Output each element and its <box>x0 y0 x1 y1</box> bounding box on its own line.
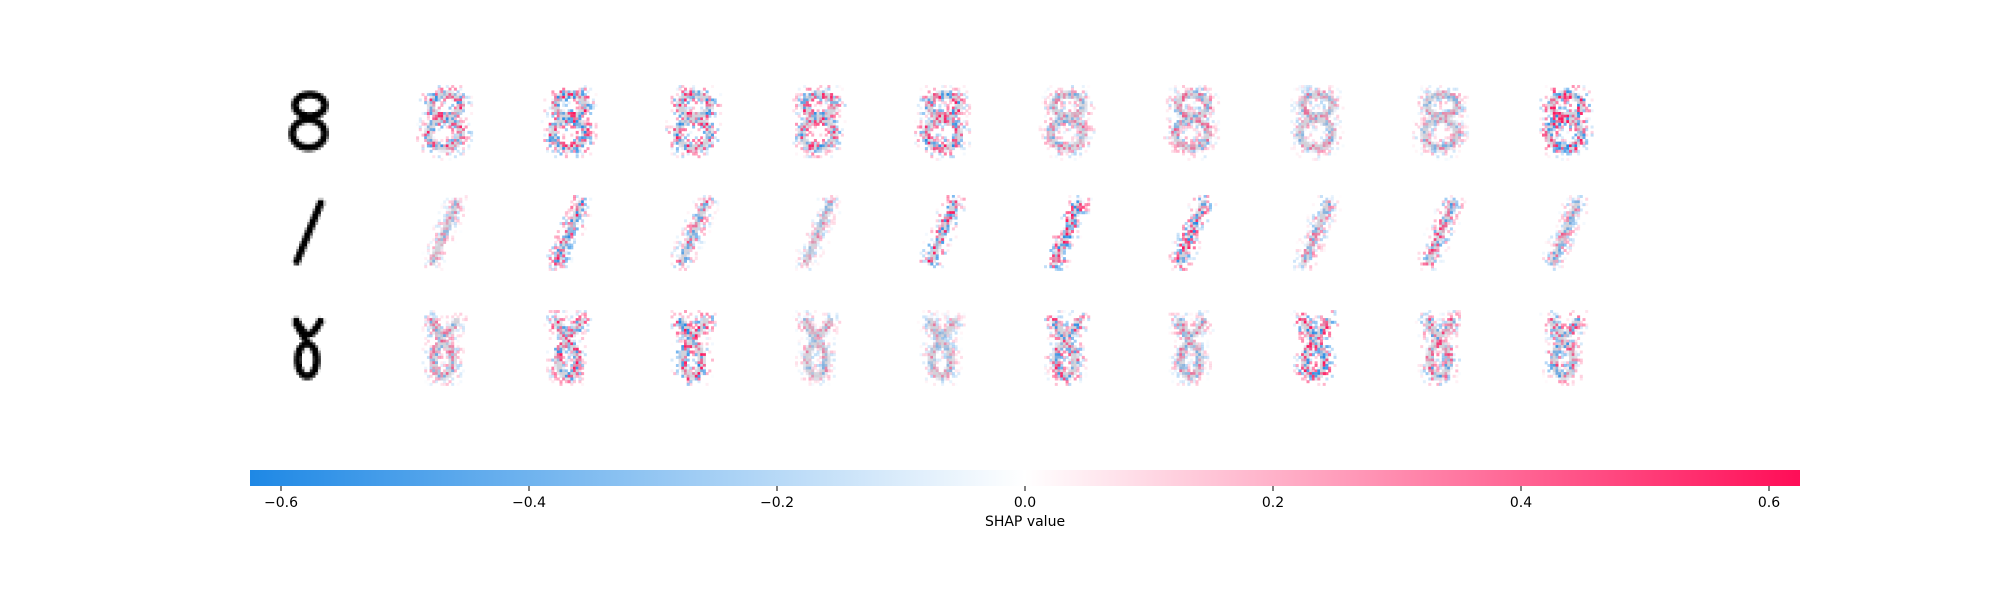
shap-heatmap-panel <box>670 310 717 386</box>
shap-heatmap-panel <box>1168 195 1218 271</box>
shap-heatmap-panel <box>1038 85 1096 161</box>
shap-heatmap-panel <box>1293 310 1340 386</box>
colorbar-tick-label: 0.2 <box>1262 495 1284 511</box>
shap-heatmap-panel <box>919 195 966 269</box>
shap-heatmap-panel <box>1293 195 1340 271</box>
shap-heatmap-panel <box>792 85 847 159</box>
shap-heatmap-panel <box>543 310 593 386</box>
colorbar: −0.6 −0.4 −0.2 0.0 0.2 0.4 0.6 SHAP value <box>250 470 1800 530</box>
colorbar-tick-label: 0.4 <box>1510 495 1532 511</box>
shap-heatmap-panel <box>665 85 723 159</box>
shap-heatmap-panel <box>546 195 593 271</box>
shap-heatmap-panel <box>1044 310 1091 386</box>
original-digit-image <box>290 197 327 266</box>
shap-heatmap-panel <box>1539 85 1594 161</box>
shap-heatmap-panel <box>1044 195 1093 271</box>
shap-heatmap-panel <box>421 310 468 386</box>
shap-heatmap-panel <box>919 310 966 386</box>
original-digit-image <box>290 315 327 381</box>
shap-heatmap-panel <box>1539 310 1589 386</box>
shap-heatmap-panel <box>1542 195 1589 271</box>
colorbar-tick-label: −0.2 <box>760 495 794 511</box>
colorbar-ticks: −0.6 −0.4 −0.2 0.0 0.2 0.4 0.6 <box>264 486 1780 511</box>
shap-heatmap-panel <box>540 85 598 159</box>
shap-heatmap-panel <box>914 85 972 161</box>
shap-heatmap-panel <box>1163 85 1221 161</box>
colorbar-tick-label: 0.0 <box>1014 495 1036 511</box>
shap-heatmap-panel <box>1168 310 1215 386</box>
shap-heatmap-panel <box>670 195 720 271</box>
shap-heatmap-panel <box>795 310 842 386</box>
image-panels <box>288 85 1594 386</box>
shap-heatmap-panel <box>795 195 842 271</box>
original-digit-image <box>288 90 329 153</box>
shap-heatmap-panel <box>1412 85 1470 161</box>
shap-heatmap-panel <box>1290 85 1345 161</box>
colorbar-label: SHAP value <box>985 514 1065 530</box>
colorbar-tick-label: 0.6 <box>1758 495 1780 511</box>
colorbar-gradient <box>250 470 1800 486</box>
colorbar-tick-label: −0.4 <box>512 495 546 511</box>
shap-heatmap-panel <box>1414 310 1461 386</box>
shap-heatmap-panel <box>424 195 468 271</box>
shap-heatmap-panel <box>416 85 474 161</box>
colorbar-tick-label: −0.6 <box>264 495 298 511</box>
shap-heatmap-panel <box>1417 195 1467 271</box>
